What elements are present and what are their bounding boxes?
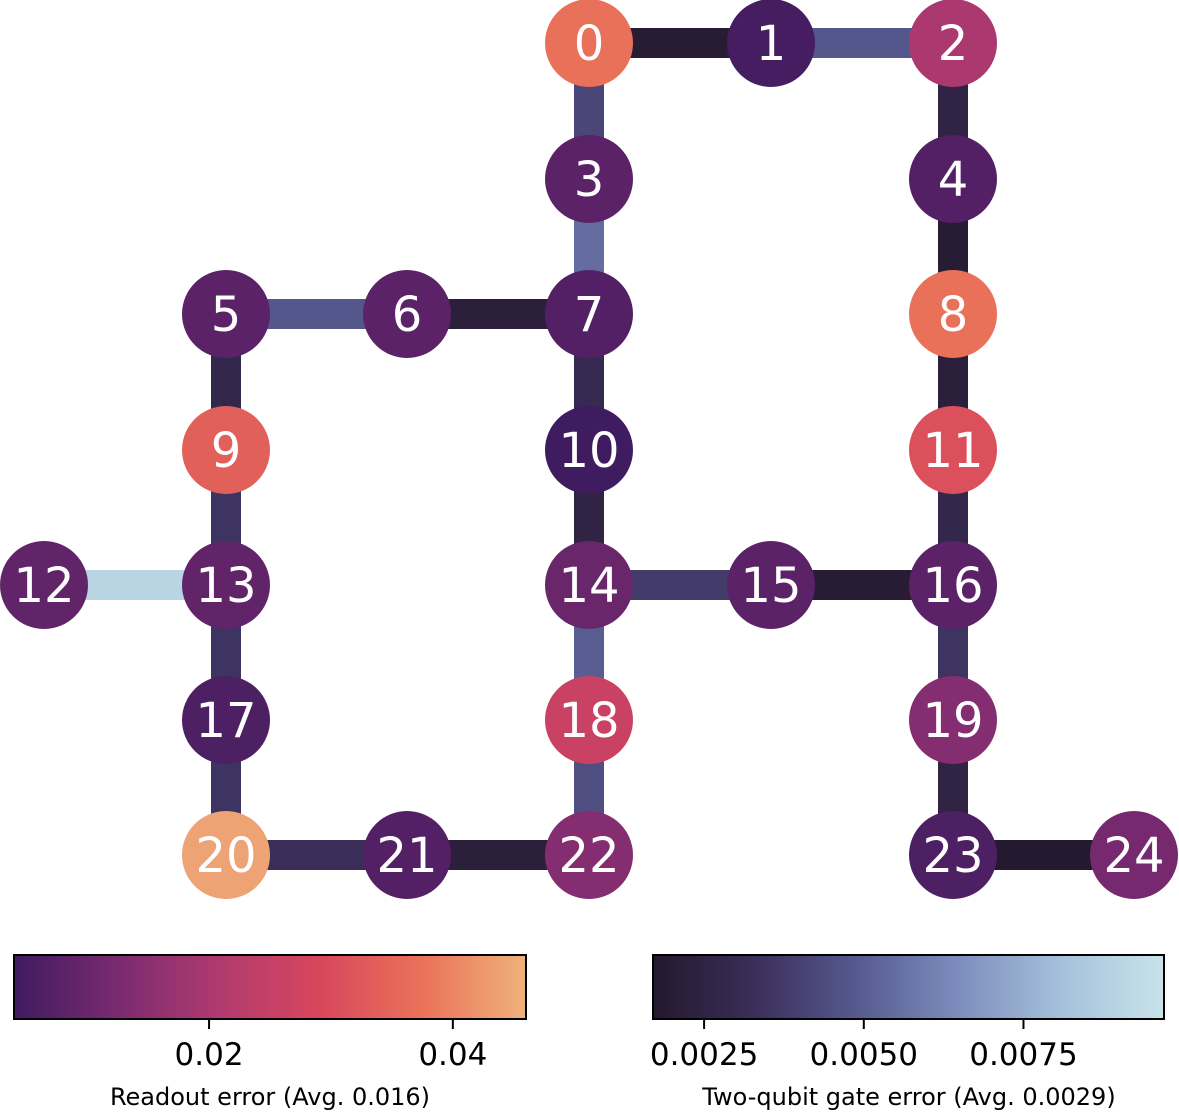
qubit-label: 3 (574, 152, 605, 208)
qubit-node (909, 541, 997, 629)
qubit-label: 12 (13, 558, 74, 614)
qubit-label: 1 (756, 16, 787, 72)
readout-tick-label: 0.04 (418, 1037, 487, 1073)
qubit-node (182, 406, 270, 494)
qubit-5: 5 (182, 270, 270, 358)
qubit-label: 24 (1103, 828, 1164, 884)
gate-tick-label: 0.0025 (650, 1037, 758, 1073)
qubit-11: 11 (909, 406, 997, 494)
gate-tick-label: 0.0050 (810, 1037, 918, 1073)
qubit-7: 7 (545, 270, 633, 358)
qubit-label: 7 (574, 287, 605, 343)
qubit-node (545, 811, 633, 899)
qubit-node (545, 135, 633, 223)
qubit-node (363, 811, 451, 899)
qubit-node (545, 270, 633, 358)
qubit-node (909, 676, 997, 764)
readout-colorbar-ticks: 0.02 0.04 (175, 1019, 487, 1073)
qubit-20: 20 (182, 811, 270, 899)
qubit-label: 15 (740, 558, 801, 614)
qubit-19: 19 (909, 676, 997, 764)
qubit-label: 11 (922, 423, 983, 479)
qubit-10: 10 (545, 406, 633, 494)
gate-colorbar-label: Two-qubit gate error (Avg. 0.0029) (701, 1083, 1115, 1111)
qubit-node (909, 0, 997, 87)
qubit-label: 23 (922, 828, 983, 884)
qubit-12: 12 (0, 541, 88, 629)
qubit-node (909, 811, 997, 899)
qubit-label: 0 (574, 16, 605, 72)
qubit-9: 9 (182, 406, 270, 494)
qubit-label: 4 (938, 152, 969, 208)
qubit-node (727, 0, 815, 87)
qubit-label: 16 (922, 558, 983, 614)
qubit-node (182, 811, 270, 899)
qubit-label: 22 (558, 828, 619, 884)
qubit-6: 6 (363, 270, 451, 358)
qubit-label: 21 (376, 828, 437, 884)
qubit-1: 1 (727, 0, 815, 87)
gate-error-colorbar: 0.0025 0.0050 0.0075 Two-qubit gate error … (650, 954, 1165, 1111)
qubit-label: 5 (211, 287, 242, 343)
readout-tick-label: 0.02 (175, 1037, 244, 1073)
gate-tick-label: 0.0075 (969, 1037, 1077, 1073)
qubit-label: 14 (558, 558, 619, 614)
qubit-21: 21 (363, 811, 451, 899)
qubit-node (545, 0, 633, 87)
qubit-label: 6 (392, 287, 423, 343)
qubit-14: 14 (545, 541, 633, 629)
qubit-13: 13 (182, 541, 270, 629)
qubit-node (182, 541, 270, 629)
qubit-18: 18 (545, 676, 633, 764)
qubit-15: 15 (727, 541, 815, 629)
qubit-node (182, 676, 270, 764)
qubit-label: 13 (195, 558, 256, 614)
qubit-node (909, 406, 997, 494)
qubit-8: 8 (909, 270, 997, 358)
qubit-3: 3 (545, 135, 633, 223)
qubit-node (909, 135, 997, 223)
qubit-node (727, 541, 815, 629)
qubit-0: 0 (545, 0, 633, 87)
gate-colorbar-fill (652, 954, 1165, 1020)
qubit-23: 23 (909, 811, 997, 899)
qubit-22: 22 (545, 811, 633, 899)
qubit-4: 4 (909, 135, 997, 223)
qubit-16: 16 (909, 541, 997, 629)
qubit-label: 9 (211, 423, 242, 479)
qubit-node (545, 676, 633, 764)
qubit-node (363, 270, 451, 358)
qubit-label: 2 (938, 16, 969, 72)
qubit-label: 20 (195, 828, 256, 884)
qubit-node (909, 270, 997, 358)
readout-error-colorbar: 0.02 0.04 Readout error (Avg. 0.016) (13, 954, 527, 1111)
readout-colorbar-fill (13, 954, 527, 1020)
qubit-node (545, 541, 633, 629)
qubit-17: 17 (182, 676, 270, 764)
qubit-2: 2 (909, 0, 997, 87)
qubit-label: 8 (938, 287, 969, 343)
qubit-label: 19 (922, 693, 983, 749)
qubit-node (182, 270, 270, 358)
qubit-node (545, 406, 633, 494)
qubit-label: 10 (558, 423, 619, 479)
qubit-node (0, 541, 88, 629)
qubit-node (1090, 811, 1178, 899)
readout-colorbar-label: Readout error (Avg. 0.016) (110, 1083, 430, 1111)
qubit-label: 18 (558, 693, 619, 749)
gate-colorbar-ticks: 0.0025 0.0050 0.0075 (650, 1019, 1078, 1073)
qubit-24: 24 (1090, 811, 1178, 899)
qubit-label: 17 (195, 693, 256, 749)
